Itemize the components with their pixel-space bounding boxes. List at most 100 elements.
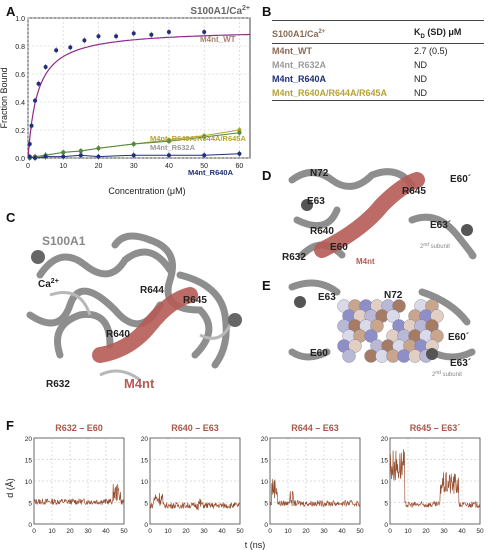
table-row: M4nt_R640A ND [272,72,484,86]
trace-title: R640 – E63 [171,423,219,433]
trace-x-tick: 50 [120,528,128,535]
n72-label: N72 [310,168,329,179]
series-label-r640a: M4nt_R640A [188,168,234,177]
trace-y-tick: 0 [28,522,32,529]
e63-prime-label: E63´ [430,220,451,231]
y-tick-label: 0.0 [15,156,25,163]
trace-y-tick: 5 [264,501,268,508]
x-tick-label: 60 [236,163,244,170]
trace-title: R632 – E60 [55,423,103,433]
trace-y-tick: 10 [261,479,269,486]
panel-label-f: F [6,418,14,433]
data-point [131,153,136,158]
chart-title: S100A1/Ca2+ [190,5,250,17]
trace-x-tick: 50 [476,528,484,535]
m4nt-helix [314,172,425,258]
x-tick-label: 40 [165,163,173,170]
data-point [43,154,48,159]
e63-prime-label: E63´ [450,358,471,369]
data-point [27,154,32,159]
structure-surface-e: E63 N72 E60´ E63´ E60 2nd subunit [282,272,482,382]
data-point [68,45,73,50]
trace-y-tick: 15 [261,458,269,465]
trace-x-tick: 20 [66,528,74,535]
ca-label: Ca2+ [38,278,59,290]
data-point [82,38,87,43]
trace-title: R645 – E63´ [410,423,461,433]
x-tick-label: 20 [95,163,103,170]
table-row: M4nt_R640A/R644A/R645A ND [272,86,484,101]
row-name: M4nt_R640A/R644A/R645A [272,88,388,98]
atom-sphere [348,339,362,353]
calcium-ion [461,224,473,236]
data-point [96,154,101,159]
trace-line-secondary [389,449,481,508]
s100a1-label: S100A1 [42,234,86,248]
trace-y-tick: 15 [25,458,33,465]
data-point [96,146,101,151]
trace-y-tick: 5 [384,501,388,508]
trace-x-tick: 30 [440,528,448,535]
calcium-ion [426,348,438,360]
r640-label: R640 [310,226,334,237]
e63-label: E63 [318,292,336,303]
row-value: ND [414,74,427,84]
data-point [33,156,38,160]
m4nt-helix [92,287,198,363]
row-value: ND [414,88,427,98]
y-tick-label: 0.4 [15,100,25,107]
data-point [78,149,83,153]
y-tick-label: 0.8 [15,44,25,51]
panel-label-e: E [262,278,271,293]
trace-title: R644 – E63 [291,423,339,433]
data-point [237,151,242,156]
trace-x-tick: 40 [338,528,346,535]
data-point [54,48,59,53]
e63-label: E63 [307,196,325,207]
trace-y-tick: 15 [381,458,389,465]
trace-x-tick: 40 [458,528,466,535]
m4nt-label: M4nt [356,257,375,265]
atom-sphere [386,309,400,323]
r640-label: R640 [106,329,130,340]
trace-x-tick: 30 [84,528,92,535]
x-tick-label: 30 [130,163,138,170]
row-value: 2.7 (0.5) [414,46,448,56]
trace-x-tick: 10 [164,528,172,535]
e60-prime-label: E60´ [450,174,471,185]
panel-label-b: B [262,4,272,19]
trace-y-tick: 0 [264,522,268,529]
panel-label-d: D [262,168,272,183]
data-point [61,154,66,159]
series-label-wt: M4nt_WT [200,35,236,44]
data-point [78,153,83,158]
peptide-spheres [337,299,444,363]
x-tick-label: 50 [200,163,208,170]
row-name: M4nt_R632A [272,60,327,70]
panel-label-c: C [6,210,16,225]
r632-label: R632 [46,379,70,390]
trace-y-tick: 20 [381,436,389,443]
trace-y-tick: 10 [381,479,389,486]
trace-x-tick: 30 [200,528,208,535]
calcium-ion [294,296,306,308]
series-label-r632a: M4nt_R632A [150,143,196,152]
table-header-right: KD (SD) μM [414,27,462,40]
trace-x-tick: 0 [32,528,36,535]
data-point [36,81,41,86]
table-header: S100A1/Ca2+ KD (SD) μM [272,20,484,44]
structure-zoom-d: N72 R645 E60´ E63 E63´ R640 E60 R632 M4n… [282,160,482,265]
data-point [61,150,66,155]
trace-x-tick: 0 [388,528,392,535]
atom-sphere [364,329,378,343]
r645-label: R645 [183,295,207,306]
table-header-left: S100A1/Ca2+ [272,29,326,39]
trace-x-tick: 20 [422,528,430,535]
trace-x-tick: 40 [102,528,110,535]
data-point [202,30,207,34]
fit-line [29,153,240,159]
calcium-ion [31,250,45,264]
binding-chart: 0.0 0.2 0.4 0.6 0.8 1.0 0 10 20 30 40 50 60 S100A1/C… [0,5,251,196]
trace-x-tick: 10 [284,528,292,535]
